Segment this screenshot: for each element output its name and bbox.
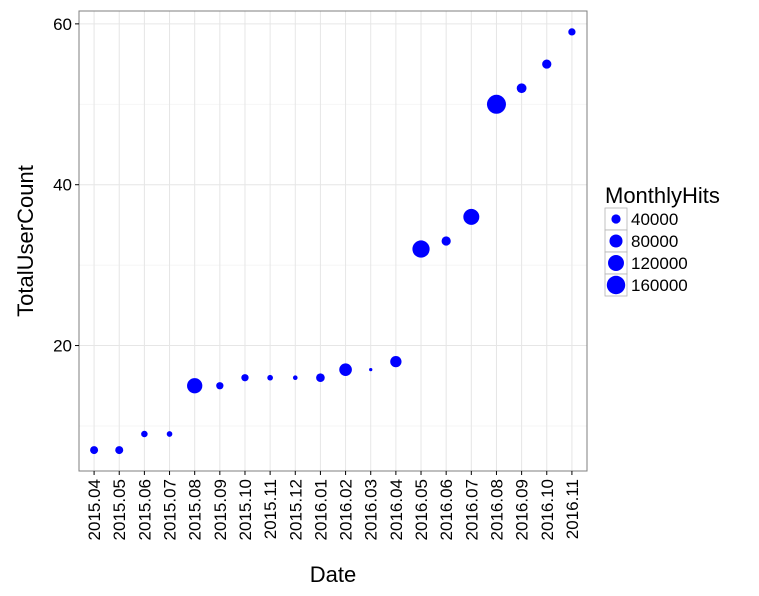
x-tick-label: 2015.08 — [186, 479, 205, 540]
data-point — [166, 431, 173, 437]
data-point — [516, 83, 527, 94]
y-axis-title: TotalUserCount — [13, 165, 38, 317]
data-points — [90, 28, 576, 455]
legend-title: MonthlyHits — [605, 183, 720, 208]
data-point — [141, 430, 148, 438]
y-tick-label: 60 — [53, 15, 72, 34]
x-tick-label: 2016.05 — [412, 479, 431, 540]
legend-key-symbol — [606, 275, 626, 295]
legend-key-symbol — [611, 214, 621, 224]
data-point — [369, 368, 373, 372]
y-tick-label: 20 — [53, 337, 72, 356]
legend-label: 80000 — [631, 232, 678, 251]
data-point — [542, 59, 552, 69]
x-tick-label: 2015.06 — [135, 479, 154, 540]
data-point — [90, 446, 99, 455]
major-gridlines — [79, 11, 587, 471]
data-point — [267, 374, 273, 381]
legend-label: 160000 — [631, 276, 688, 295]
x-tick-label: 2015.11 — [261, 479, 280, 539]
x-tick-label: 2016.10 — [538, 479, 557, 540]
y-tick-label: 40 — [53, 176, 72, 195]
x-tick-label: 2016.02 — [337, 479, 356, 540]
data-point — [412, 240, 430, 258]
x-tick-label: 2016.11 — [563, 479, 582, 539]
legend-label: 40000 — [631, 210, 678, 229]
x-tick-label: 2016.01 — [311, 479, 330, 540]
data-point — [187, 378, 203, 394]
x-tick-label: 2016.03 — [362, 479, 381, 540]
data-point — [486, 94, 506, 114]
x-tick-label: 2015.12 — [286, 479, 305, 540]
x-tick-label: 2016.06 — [437, 479, 456, 540]
data-point — [316, 373, 325, 383]
data-point — [216, 382, 224, 390]
x-axis-title: Date — [310, 562, 356, 587]
x-tick-label: 2016.07 — [462, 479, 481, 540]
data-point — [463, 208, 480, 225]
y-axis: 20 40 60 — [53, 15, 79, 356]
x-tick-label: 2015.10 — [236, 479, 255, 540]
legend: MonthlyHits 40000 80000 120000 160000 — [604, 183, 720, 297]
legend-key-symbol — [608, 255, 624, 271]
legend-label: 120000 — [631, 254, 688, 273]
data-point — [241, 374, 249, 382]
data-point — [441, 236, 451, 246]
plot-panel — [79, 11, 587, 471]
data-point — [115, 446, 124, 455]
x-tick-label: 2015.04 — [85, 479, 104, 540]
x-tick-label: 2015.05 — [110, 479, 129, 540]
data-point — [390, 355, 402, 368]
x-axis: 2015.04 2015.05 2015.06 2015.07 2015.08 2015.… — [85, 471, 582, 540]
x-tick-label: 2016.04 — [387, 479, 406, 540]
data-point — [339, 363, 352, 376]
legend-key-symbol — [609, 234, 623, 248]
x-tick-label: 2016.09 — [513, 479, 532, 540]
data-point — [568, 28, 576, 36]
x-tick-label: 2015.09 — [211, 479, 230, 540]
data-point — [292, 375, 298, 381]
x-tick-label: 2015.07 — [161, 479, 180, 540]
plot-border — [78, 10, 588, 472]
x-tick-label: 2016.08 — [487, 479, 506, 540]
